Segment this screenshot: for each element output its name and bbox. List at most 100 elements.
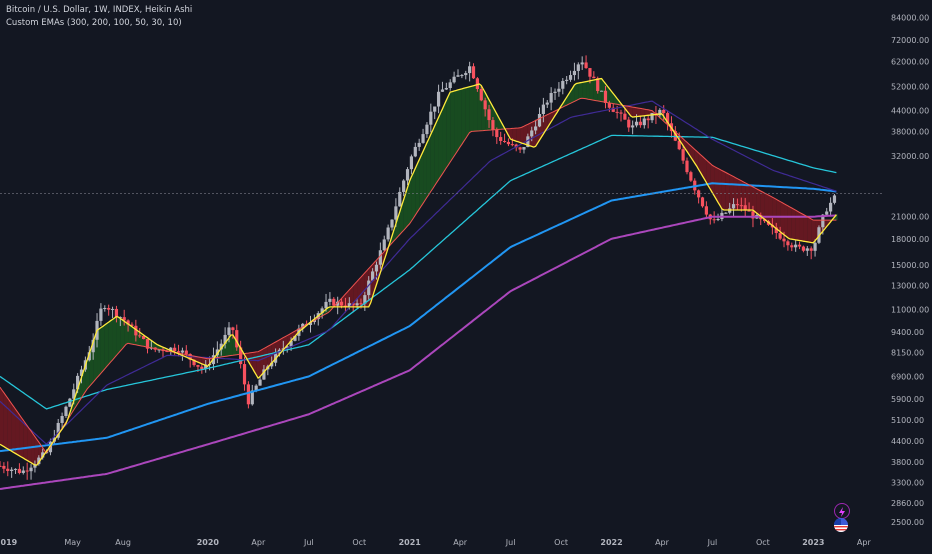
candle-body: [526, 136, 530, 148]
time-tick-label: Apr: [251, 538, 266, 547]
candle-body: [584, 62, 588, 69]
candle-body: [580, 62, 584, 65]
ema-fill: [582, 81, 587, 99]
ema-fill: [419, 151, 424, 210]
candle-body: [801, 246, 806, 251]
candle-body: [142, 335, 146, 340]
price-tick-label: 6900.00: [891, 372, 924, 381]
candle-body: [176, 351, 181, 353]
candle-body: [627, 119, 631, 128]
candle-body: [697, 190, 701, 198]
ema-line-ema50: [0, 100, 837, 445]
ema-fill: [27, 425, 32, 463]
candle-body: [786, 241, 790, 246]
ema-fill: [7, 398, 12, 452]
candle-body: [747, 210, 751, 212]
us-flag-icon[interactable]: [834, 518, 848, 532]
candle-body: [460, 75, 464, 77]
ema-fill: [423, 142, 427, 204]
ema-fill: [473, 84, 478, 132]
candle-body: [712, 219, 716, 221]
candle-body: [662, 109, 666, 114]
ema-fill: [256, 350, 261, 377]
candle-body: [545, 102, 549, 105]
lightning-icon[interactable]: [834, 503, 850, 519]
ema-fill: [737, 178, 742, 210]
price-tick-label: 44000.00: [891, 106, 929, 115]
ema-fill: [520, 126, 524, 144]
candle-body: [615, 111, 619, 113]
ema-fill: [566, 91, 571, 106]
candle-body: [689, 172, 693, 181]
price-tick-label: 84000.00: [891, 14, 929, 23]
candle-body: [658, 109, 662, 116]
candle-body: [363, 295, 367, 304]
candle-body: [246, 384, 251, 405]
time-tick-label: Oct: [554, 538, 568, 547]
candle-body: [499, 137, 503, 142]
candle-body: [599, 90, 604, 92]
indicator-label[interactable]: Custom EMAs (300, 200, 100, 50, 30, 10): [6, 18, 182, 28]
ema-fill: [287, 333, 292, 346]
candle-body: [522, 147, 526, 150]
ema-fill: [721, 170, 726, 210]
candle-body: [250, 390, 254, 405]
ema-fill: [628, 106, 633, 118]
ema-fill: [780, 201, 785, 235]
candle-body: [510, 144, 514, 146]
ema-fill: [0, 387, 4, 447]
symbol-title[interactable]: Bitcoin / U.S. Dollar, 1W, INDEX, Heikin…: [6, 5, 193, 15]
candle-body: [87, 352, 91, 361]
candle-body: [805, 248, 809, 251]
ema-fill: [803, 214, 808, 242]
ema-line-ema100: [0, 134, 837, 410]
price-tick-label: 3300.00: [891, 478, 924, 487]
candle-body: [797, 244, 802, 247]
candle-body: [394, 206, 398, 220]
candle-body: [359, 303, 363, 305]
candle-body: [308, 322, 313, 326]
ema-fill: [749, 184, 753, 211]
ema-fill: [407, 176, 412, 227]
price-tick-label: 5900.00: [891, 395, 924, 404]
ema-fill: [741, 180, 746, 210]
candle-body: [413, 146, 417, 157]
candle-body: [588, 68, 592, 77]
candle-body: [386, 227, 390, 240]
price-tick-label: 8150.00: [891, 349, 924, 358]
price-tick-label: 11000.00: [891, 305, 929, 314]
candle-body: [751, 211, 755, 219]
candle-body: [122, 317, 126, 321]
candle-body: [169, 347, 173, 352]
candle-body: [402, 180, 406, 192]
candle-body: [828, 202, 833, 212]
price-tick-label: 2500.00: [891, 518, 924, 527]
candle-body: [17, 468, 22, 473]
ema-fill: [574, 83, 579, 102]
ema-fill: [128, 323, 132, 345]
candle-body: [390, 219, 394, 228]
candle-body: [549, 92, 553, 103]
ema-fill: [632, 107, 637, 118]
time-tick-label: Jul: [707, 538, 718, 547]
candle-body: [99, 308, 103, 321]
time-tick-label: 2023: [802, 538, 824, 547]
time-tick-label: Oct: [756, 538, 770, 547]
ema-fill: [345, 289, 350, 307]
ema-fill: [799, 212, 804, 242]
ema-fill: [349, 285, 354, 307]
candle-body: [417, 142, 421, 147]
candle-body: [79, 369, 84, 376]
ema-fill: [613, 93, 618, 105]
candle-body: [184, 350, 188, 354]
candle-body: [603, 90, 608, 103]
candle-body: [537, 113, 542, 127]
candle-body: [145, 339, 150, 349]
ema-fill: [81, 365, 86, 398]
candle-body: [700, 197, 705, 207]
candle-body: [650, 112, 654, 121]
candle-body: [495, 129, 499, 138]
candle-body: [258, 379, 262, 386]
